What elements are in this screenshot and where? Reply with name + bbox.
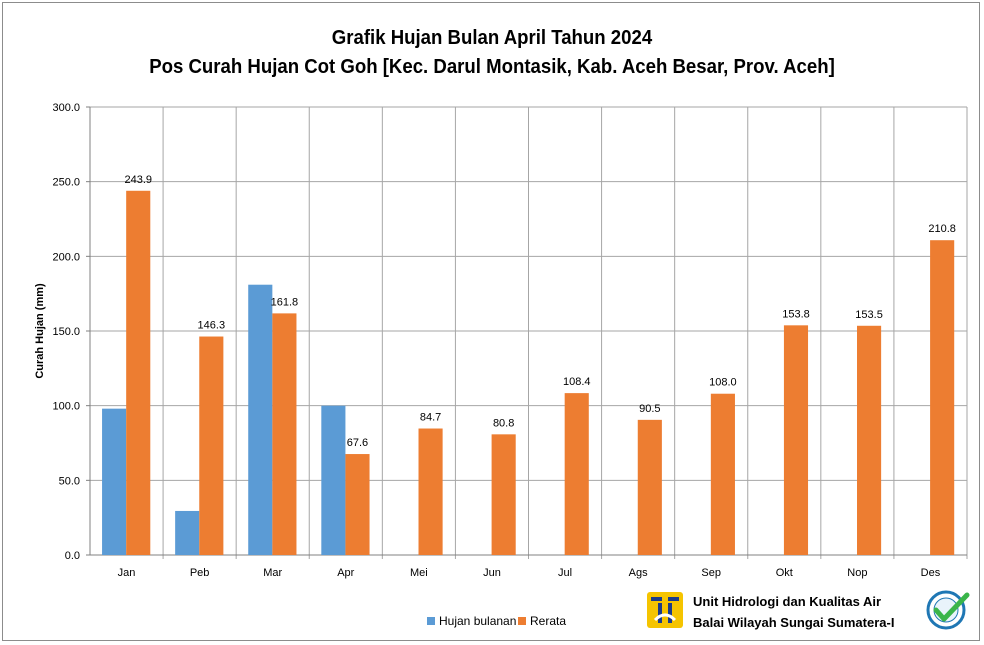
data-label: 153.5 [855, 309, 883, 321]
y-tick-label: 200.0 [52, 251, 80, 263]
x-tick-label: Jun [483, 567, 501, 579]
data-label: 153.8 [782, 308, 810, 320]
bar-rerata [126, 190, 151, 555]
y-tick-label: 50.0 [59, 475, 80, 487]
x-tick-label: Des [921, 567, 941, 579]
legend-swatch-rerata [518, 617, 526, 625]
x-tick-label: Apr [337, 567, 354, 579]
bar-hujan-bulanan [248, 284, 273, 555]
data-label: 161.8 [271, 296, 299, 308]
data-label: 210.8 [928, 223, 956, 235]
bar-rerata [637, 419, 662, 555]
x-tick-label: Mei [410, 567, 428, 579]
x-tick-label: Mar [263, 567, 282, 579]
data-label: 90.5 [639, 403, 660, 415]
bar-hujan-bulanan [175, 510, 200, 555]
x-tick-label: Nop [847, 567, 867, 579]
data-label: 108.0 [709, 377, 737, 389]
x-tick-label: Peb [190, 567, 210, 579]
x-tick-label: Sep [701, 567, 721, 579]
legend-item-rerata: Rerata [518, 614, 566, 628]
data-label: 80.8 [493, 417, 514, 429]
bar-hujan-bulanan [321, 405, 346, 555]
legend-item-hujan-bulanan: Hujan bulanan [427, 614, 516, 628]
y-tick-label: 0.0 [65, 550, 80, 562]
data-label: 67.6 [347, 437, 368, 449]
bar-rerata [345, 454, 370, 555]
y-tick-label: 250.0 [52, 177, 80, 189]
bar-rerata [418, 428, 443, 555]
data-label: 146.3 [198, 320, 226, 332]
logo-line-2: Balai Wilayah Sungai Sumatera-I [693, 615, 895, 630]
bar-rerata [783, 325, 809, 555]
bar-rerata [199, 336, 224, 555]
bar-rerata [710, 393, 735, 555]
data-label: 108.4 [563, 376, 591, 388]
logo-line-1: Unit Hidrologi dan Kualitas Air [693, 594, 882, 609]
x-tick-label: Jul [558, 567, 572, 579]
data-label: 84.7 [420, 412, 441, 424]
x-tick-label: Jan [118, 567, 136, 579]
bar-rerata [857, 325, 882, 555]
chart-subtitle: Pos Curah Hujan Cot Goh [Kec. Darul Mont… [149, 56, 835, 78]
bar-rerata [272, 313, 297, 555]
pu-logo-icon [645, 590, 685, 630]
certified-badge-icon [926, 590, 970, 630]
bar-rerata [564, 393, 589, 555]
bar-hujan-bulanan [102, 408, 127, 555]
bar-rerata [491, 434, 516, 555]
x-tick-label: Ags [629, 567, 648, 579]
y-tick-label: 100.0 [52, 401, 80, 413]
x-tick-label: Okt [776, 567, 793, 579]
y-tick-label: 300.0 [52, 102, 80, 114]
legend-label-rerata: Rerata [530, 614, 567, 628]
data-label: 243.9 [124, 174, 152, 186]
legend-label-hujan-bulanan: Hujan bulanan [439, 614, 517, 628]
y-axis-label: Curah Hujan (mm) [34, 283, 46, 379]
chart-title: Grafik Hujan Bulan April Tahun 2024 [331, 27, 653, 49]
legend-swatch-hujan-bulanan [427, 617, 435, 625]
y-tick-label: 150.0 [52, 326, 80, 338]
bar-rerata [930, 240, 955, 556]
